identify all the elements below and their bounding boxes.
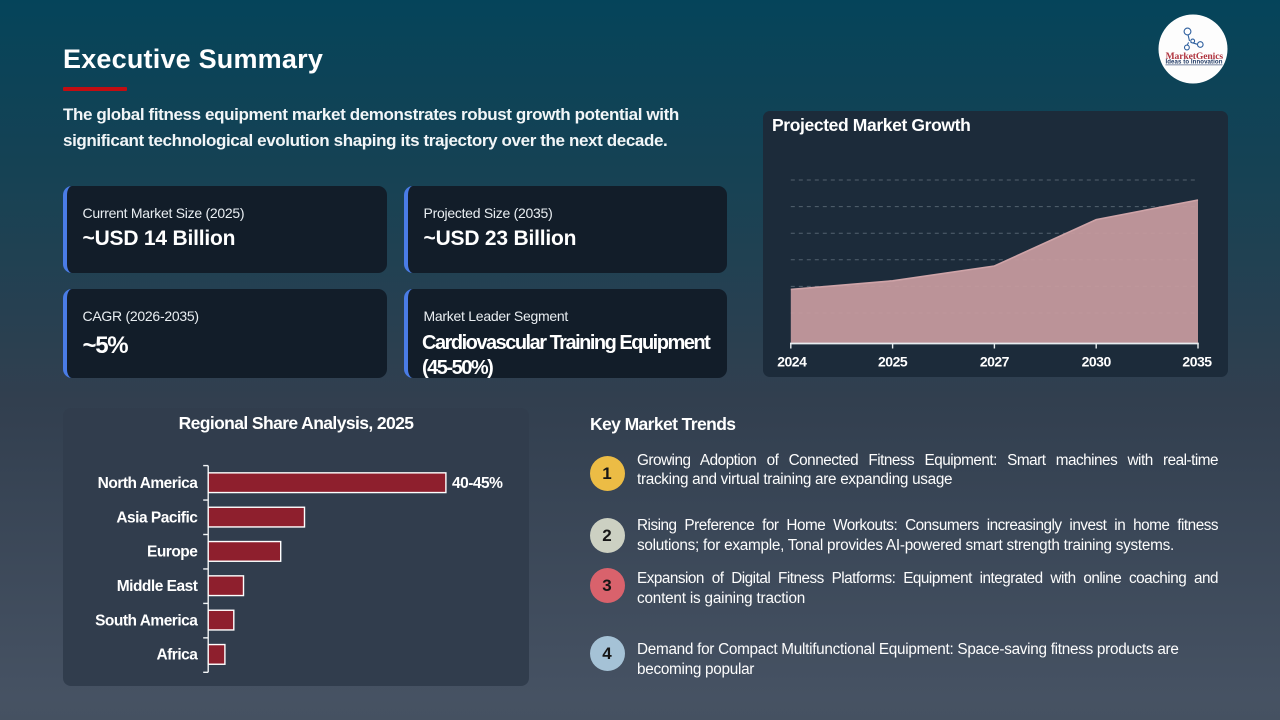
svg-text:Africa: Africa [156,647,198,664]
svg-text:South America: South America [95,612,198,629]
svg-text:Middle East: Middle East [117,578,198,595]
svg-text:2025: 2025 [878,354,908,370]
svg-text:MarketGenics: MarketGenics [1166,51,1224,62]
svg-text:Europe: Europe [147,544,198,561]
svg-text:2024: 2024 [777,354,807,370]
svg-text:North America: North America [98,475,199,492]
svg-text:2027: 2027 [980,354,1010,370]
svg-text:2030: 2030 [1082,354,1112,370]
svg-text:2035: 2035 [1182,354,1212,370]
svg-text:40-45%: 40-45% [452,475,503,492]
svg-text:Ideas to Innovation: Ideas to Innovation [1165,59,1222,66]
svg-text:Asia Pacific: Asia Pacific [116,509,198,526]
